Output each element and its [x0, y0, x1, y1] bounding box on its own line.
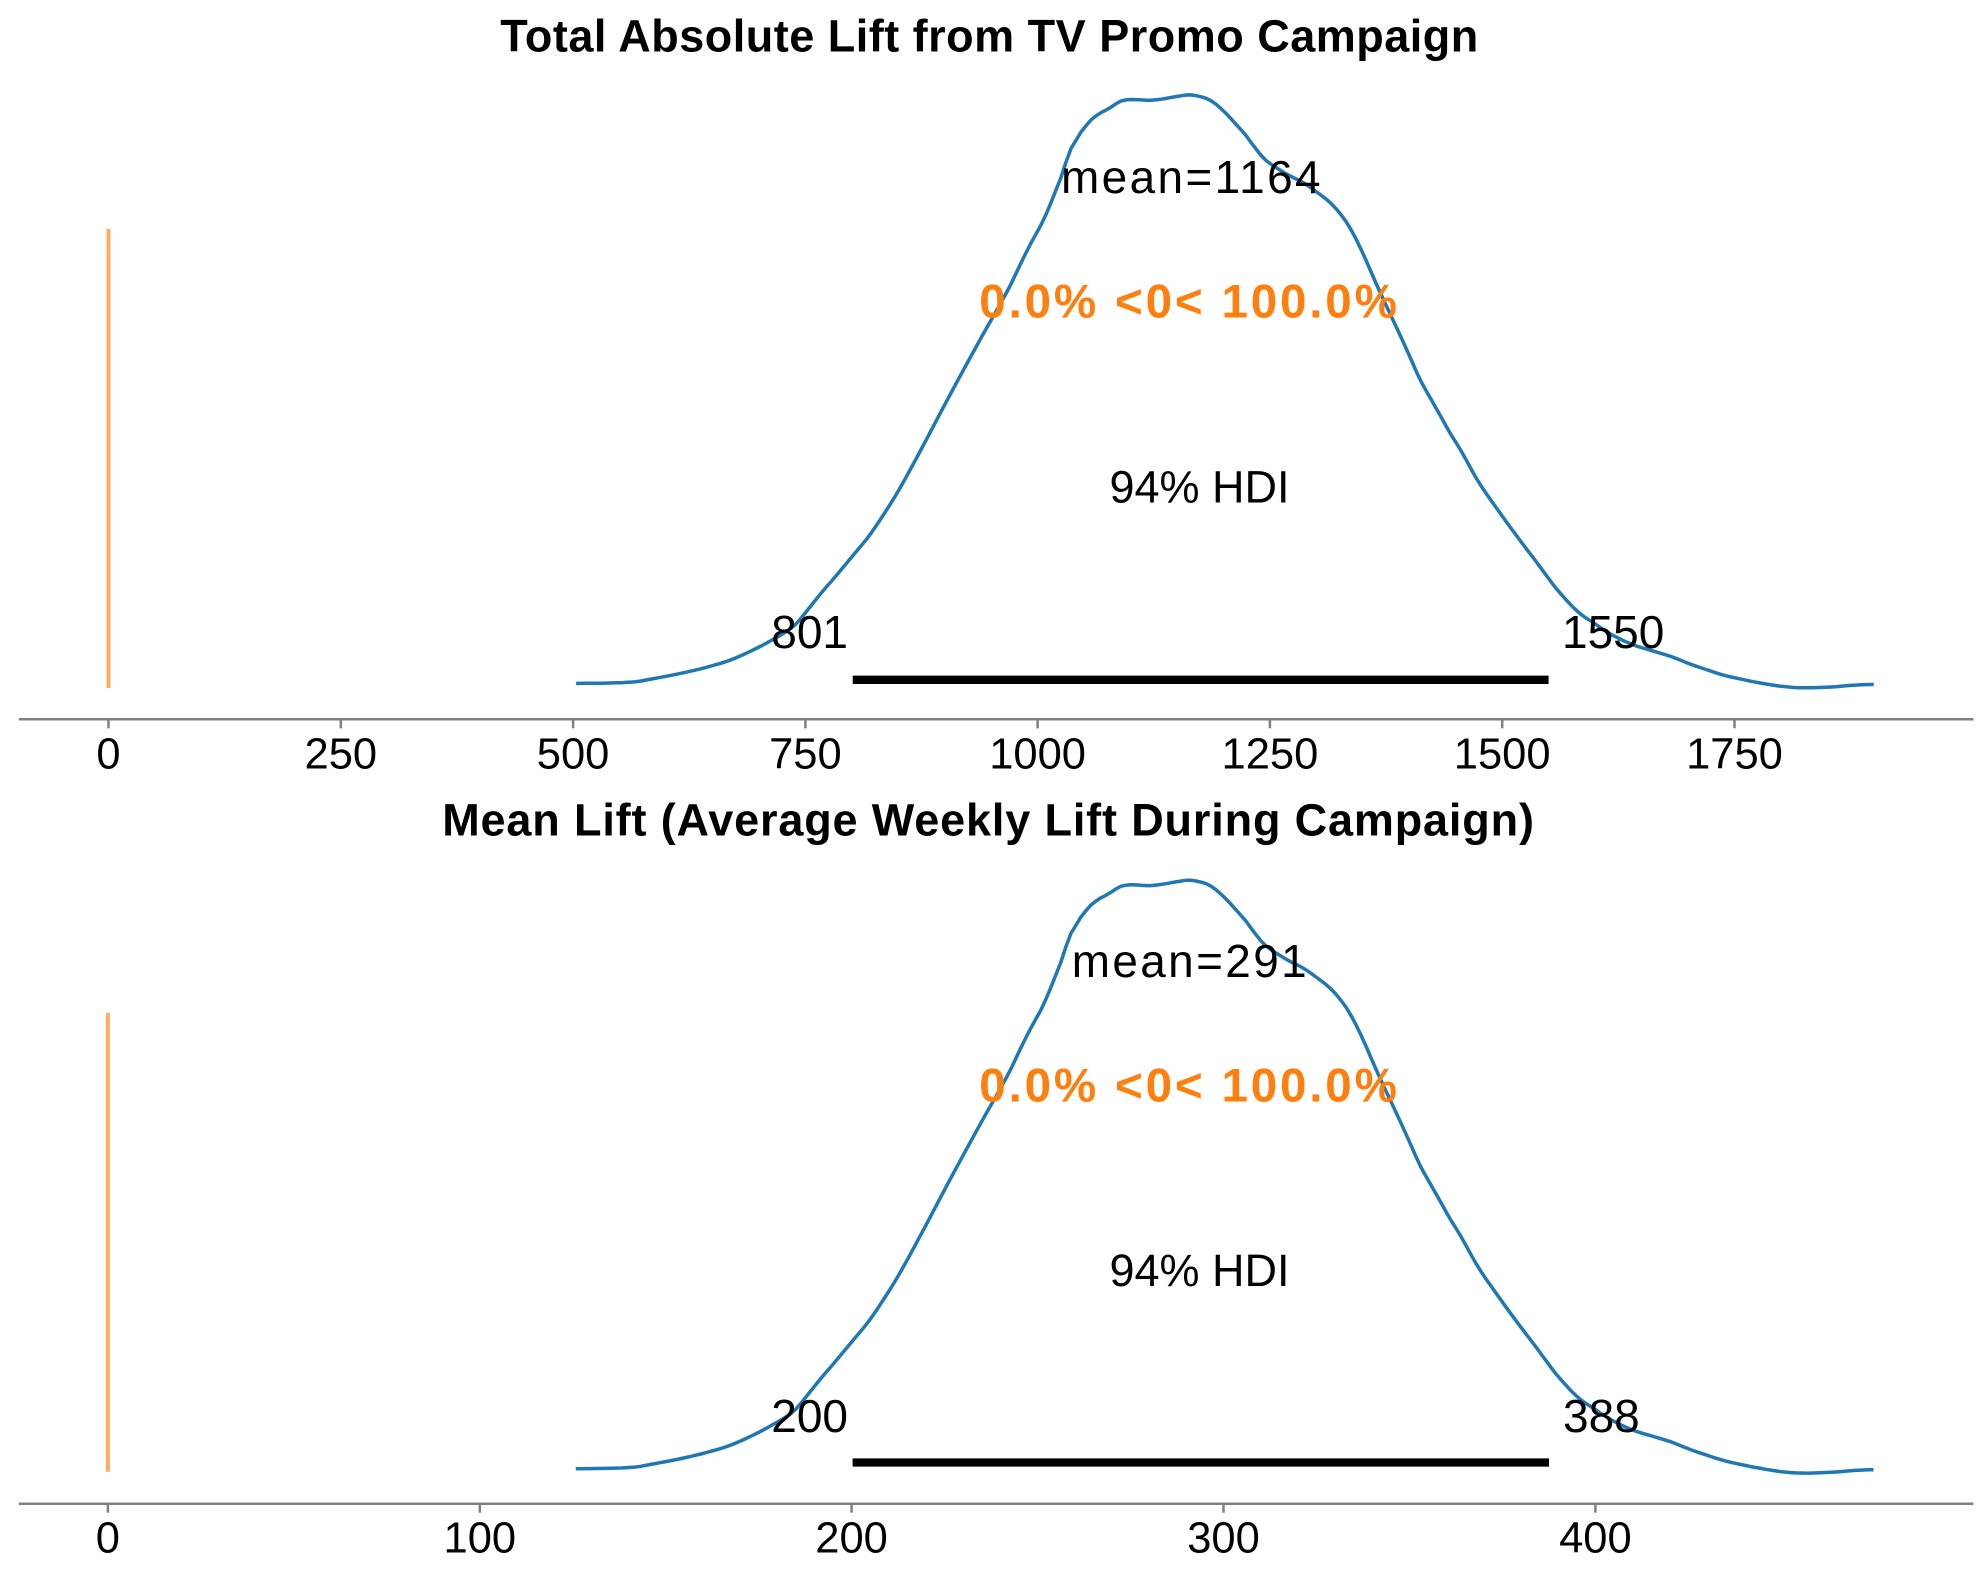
svg-text:200: 200: [771, 1390, 848, 1442]
svg-text:300: 300: [1187, 1514, 1260, 1562]
svg-text:Mean Lift (Average Weekly Lift: Mean Lift (Average Weekly Lift During Ca…: [442, 794, 1535, 845]
svg-text:1250: 1250: [1222, 731, 1319, 779]
svg-text:1000: 1000: [989, 731, 1086, 779]
svg-text:94% HDI: 94% HDI: [1109, 1245, 1289, 1296]
svg-text:750: 750: [769, 731, 842, 779]
svg-text:0.0% <0< 100.0%: 0.0% <0< 100.0%: [979, 276, 1399, 329]
svg-text:388: 388: [1563, 1390, 1640, 1442]
svg-text:Total Absolute Lift from TV Pr: Total Absolute Lift from TV Promo Campai…: [500, 10, 1479, 61]
svg-text:mean=291: mean=291: [1072, 935, 1309, 987]
svg-text:94% HDI: 94% HDI: [1109, 461, 1289, 512]
svg-text:0.0% <0< 100.0%: 0.0% <0< 100.0%: [979, 1060, 1399, 1113]
svg-text:mean=1164: mean=1164: [1061, 151, 1323, 203]
svg-text:0: 0: [96, 1514, 120, 1562]
svg-text:500: 500: [537, 731, 610, 779]
svg-text:100: 100: [444, 1514, 517, 1562]
svg-text:1750: 1750: [1686, 731, 1783, 779]
svg-text:250: 250: [305, 731, 378, 779]
svg-text:400: 400: [1559, 1514, 1632, 1562]
svg-text:0: 0: [96, 731, 120, 779]
svg-text:801: 801: [771, 606, 848, 658]
svg-text:1550: 1550: [1562, 606, 1664, 658]
svg-text:1500: 1500: [1454, 731, 1551, 779]
svg-text:200: 200: [815, 1514, 888, 1562]
